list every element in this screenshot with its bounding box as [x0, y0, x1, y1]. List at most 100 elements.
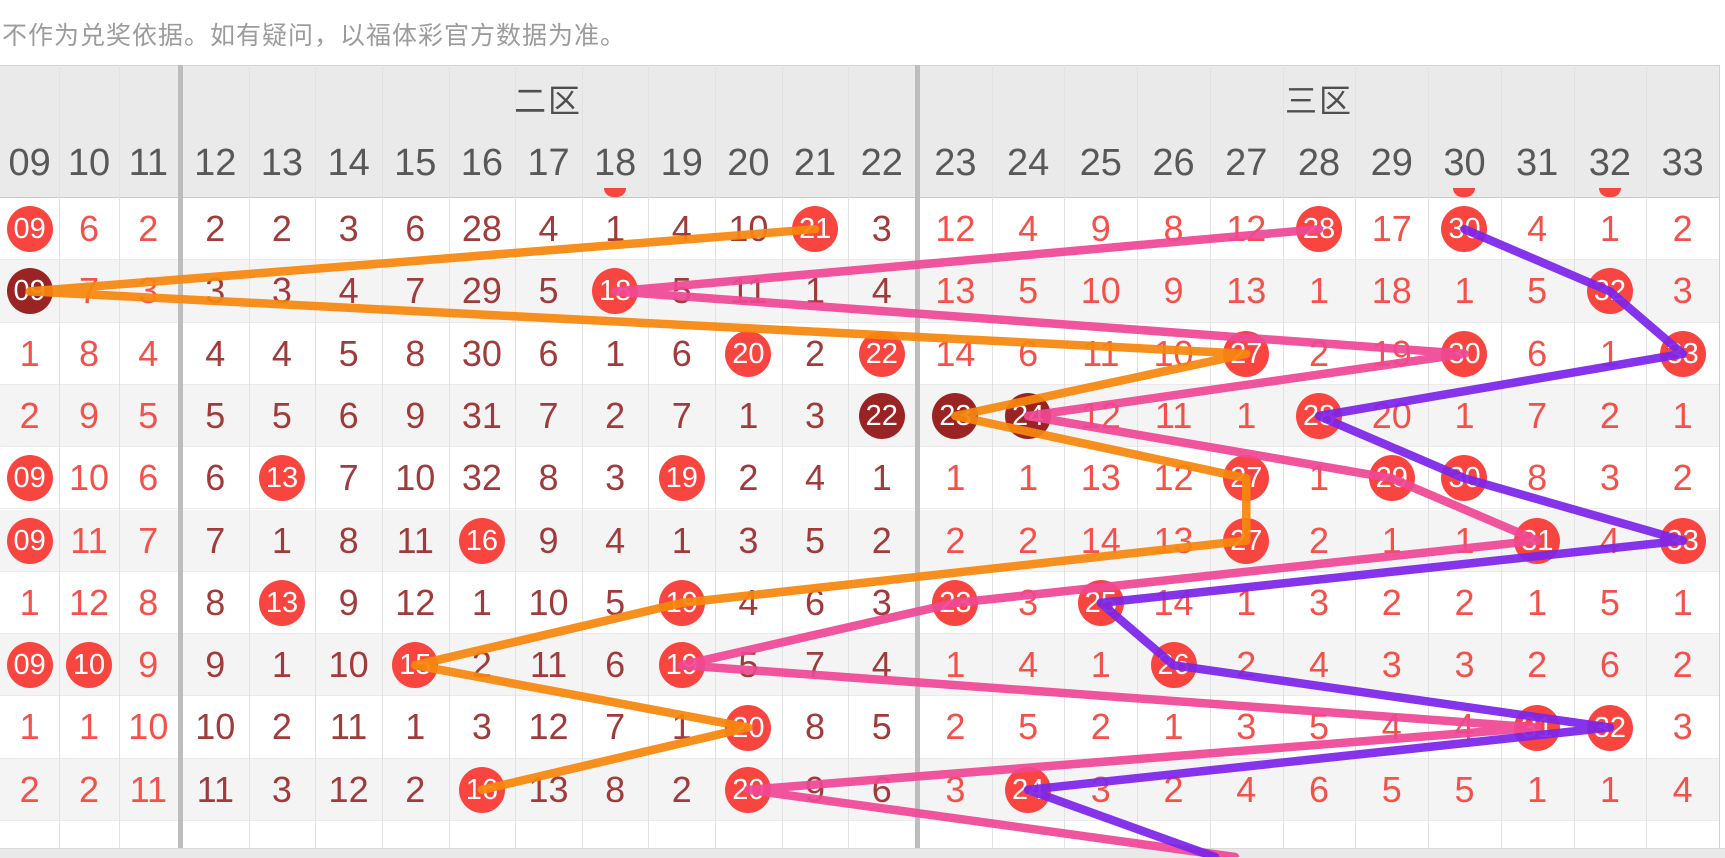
miss-count-cell: 14: [1080, 519, 1121, 561]
miss-count-cell: 3: [471, 706, 492, 748]
miss-count-cell: 6: [805, 581, 826, 623]
miss-count-cell: 3: [1381, 644, 1402, 686]
miss-count-cell: 28: [461, 208, 502, 249]
column-header: 09: [8, 142, 51, 184]
miss-count-cell: 5: [1599, 581, 1620, 623]
miss-count-cell: 13: [1153, 519, 1194, 561]
column-header: 33: [1661, 142, 1704, 184]
miss-count-cell: 10: [395, 457, 436, 499]
miss-count-cell: 3: [1090, 768, 1111, 810]
column-header: 20: [727, 142, 770, 184]
miss-count-cell: 4: [1599, 519, 1620, 561]
miss-count-cell: 11: [196, 768, 234, 810]
miss-count-cell: 6: [1527, 332, 1548, 374]
column-header: 19: [660, 142, 703, 184]
miss-count-cell: 2: [78, 768, 99, 810]
miss-count-cell: 2: [271, 208, 292, 249]
miss-count-cell: 1: [271, 644, 292, 686]
miss-count-cell: 3: [871, 581, 892, 623]
miss-count-cell: 6: [205, 457, 226, 499]
miss-count-cell: 11: [729, 270, 768, 312]
miss-count-cell: 5: [1381, 768, 1402, 810]
drawn-ball: 09: [6, 268, 53, 315]
miss-count-cell: 8: [1527, 457, 1548, 499]
miss-count-cell: 8: [138, 581, 159, 623]
zone-header-band: 二区 三区: [0, 65, 1719, 130]
miss-count-cell: 11: [70, 519, 108, 561]
column-header: 27: [1225, 142, 1268, 184]
miss-count-cell: 5: [738, 644, 759, 686]
miss-count-cell: 5: [1018, 706, 1039, 748]
drawn-ball: 16: [458, 517, 505, 564]
miss-count-cell: 1: [1236, 394, 1257, 436]
miss-count-cell: 13: [935, 270, 976, 312]
miss-count-cell: 1: [605, 208, 626, 249]
miss-count-cell: 4: [1454, 706, 1475, 748]
miss-count-cell: 9: [1090, 208, 1111, 249]
miss-count-cell: 12: [395, 581, 436, 623]
miss-count-cell: 2: [671, 768, 692, 810]
column-header: 31: [1516, 142, 1559, 184]
drawn-ball: 25: [1077, 579, 1124, 626]
drawn-ball: 09: [6, 206, 53, 253]
miss-count-cell: 32: [461, 457, 502, 499]
miss-count-cell: 1: [1308, 270, 1330, 312]
miss-count-cell: 4: [1672, 768, 1693, 810]
miss-count-cell: 3: [338, 208, 359, 249]
miss-count-cell: 3: [138, 270, 159, 312]
drawn-ball: 22: [858, 393, 905, 440]
column-header: 23: [934, 142, 977, 184]
drawn-ball: 09: [6, 455, 53, 502]
miss-count-cell: 2: [1308, 332, 1330, 374]
miss-count-cell: 9: [338, 581, 359, 623]
miss-count-cell: 11: [529, 644, 568, 686]
miss-count-cell: 4: [871, 644, 892, 686]
column-header: 22: [860, 142, 903, 184]
miss-count-cell: 1: [1527, 768, 1548, 810]
miss-count-cell: 4: [1381, 706, 1402, 748]
drawn-ball: 16: [458, 766, 505, 813]
miss-count-cell: 2: [1527, 644, 1548, 686]
drawn-ball: 19: [658, 642, 705, 689]
miss-count-cell: 20: [1371, 394, 1412, 436]
column-header: 11: [128, 142, 169, 184]
miss-count-cell: 5: [338, 332, 359, 374]
miss-count-cell: 1: [945, 457, 966, 499]
miss-count-cell: 2: [1018, 519, 1039, 561]
miss-count-cell: 4: [205, 332, 226, 374]
miss-count-cell: 5: [805, 519, 826, 561]
miss-count-cell: 3: [1308, 581, 1330, 623]
miss-count-cell: 12: [935, 208, 976, 249]
miss-count-cell: 1: [19, 581, 40, 623]
miss-count-cell: 4: [538, 208, 559, 249]
miss-count-cell: 10: [528, 581, 569, 623]
miss-count-cell: 8: [538, 457, 559, 499]
miss-count-cell: 4: [1236, 768, 1257, 810]
column-header: 15: [394, 142, 437, 184]
miss-count-cell: 30: [461, 332, 502, 374]
miss-count-cell: 2: [1236, 644, 1257, 686]
drawn-ball: 27: [1223, 517, 1270, 564]
miss-count-cell: 11: [129, 768, 167, 810]
miss-count-cell: 1: [1018, 457, 1039, 499]
miss-count-cell: 2: [1308, 519, 1330, 561]
miss-count-cell: 29: [461, 270, 502, 312]
miss-count-cell: 5: [1308, 706, 1330, 748]
miss-count-cell: 7: [605, 706, 626, 748]
miss-count-cell: 1: [1454, 394, 1475, 436]
miss-count-cell: 3: [1672, 706, 1693, 748]
miss-count-cell: 9: [138, 644, 159, 686]
drawn-ball: 30: [1441, 330, 1488, 377]
miss-count-cell: 8: [405, 332, 426, 374]
column-header: 13: [260, 142, 304, 184]
miss-count-cell: 3: [1599, 457, 1620, 499]
miss-count-cell: 10: [328, 644, 369, 686]
miss-count-cell: 1: [1599, 208, 1620, 249]
miss-count-cell: 1: [1599, 768, 1620, 810]
drawn-ball: 13: [258, 455, 305, 502]
miss-count-cell: 6: [405, 208, 426, 249]
miss-count-cell: 2: [738, 457, 759, 499]
miss-count-cell: 11: [1082, 332, 1120, 374]
miss-count-cell: 2: [205, 208, 226, 249]
column-header: 21: [793, 142, 837, 184]
